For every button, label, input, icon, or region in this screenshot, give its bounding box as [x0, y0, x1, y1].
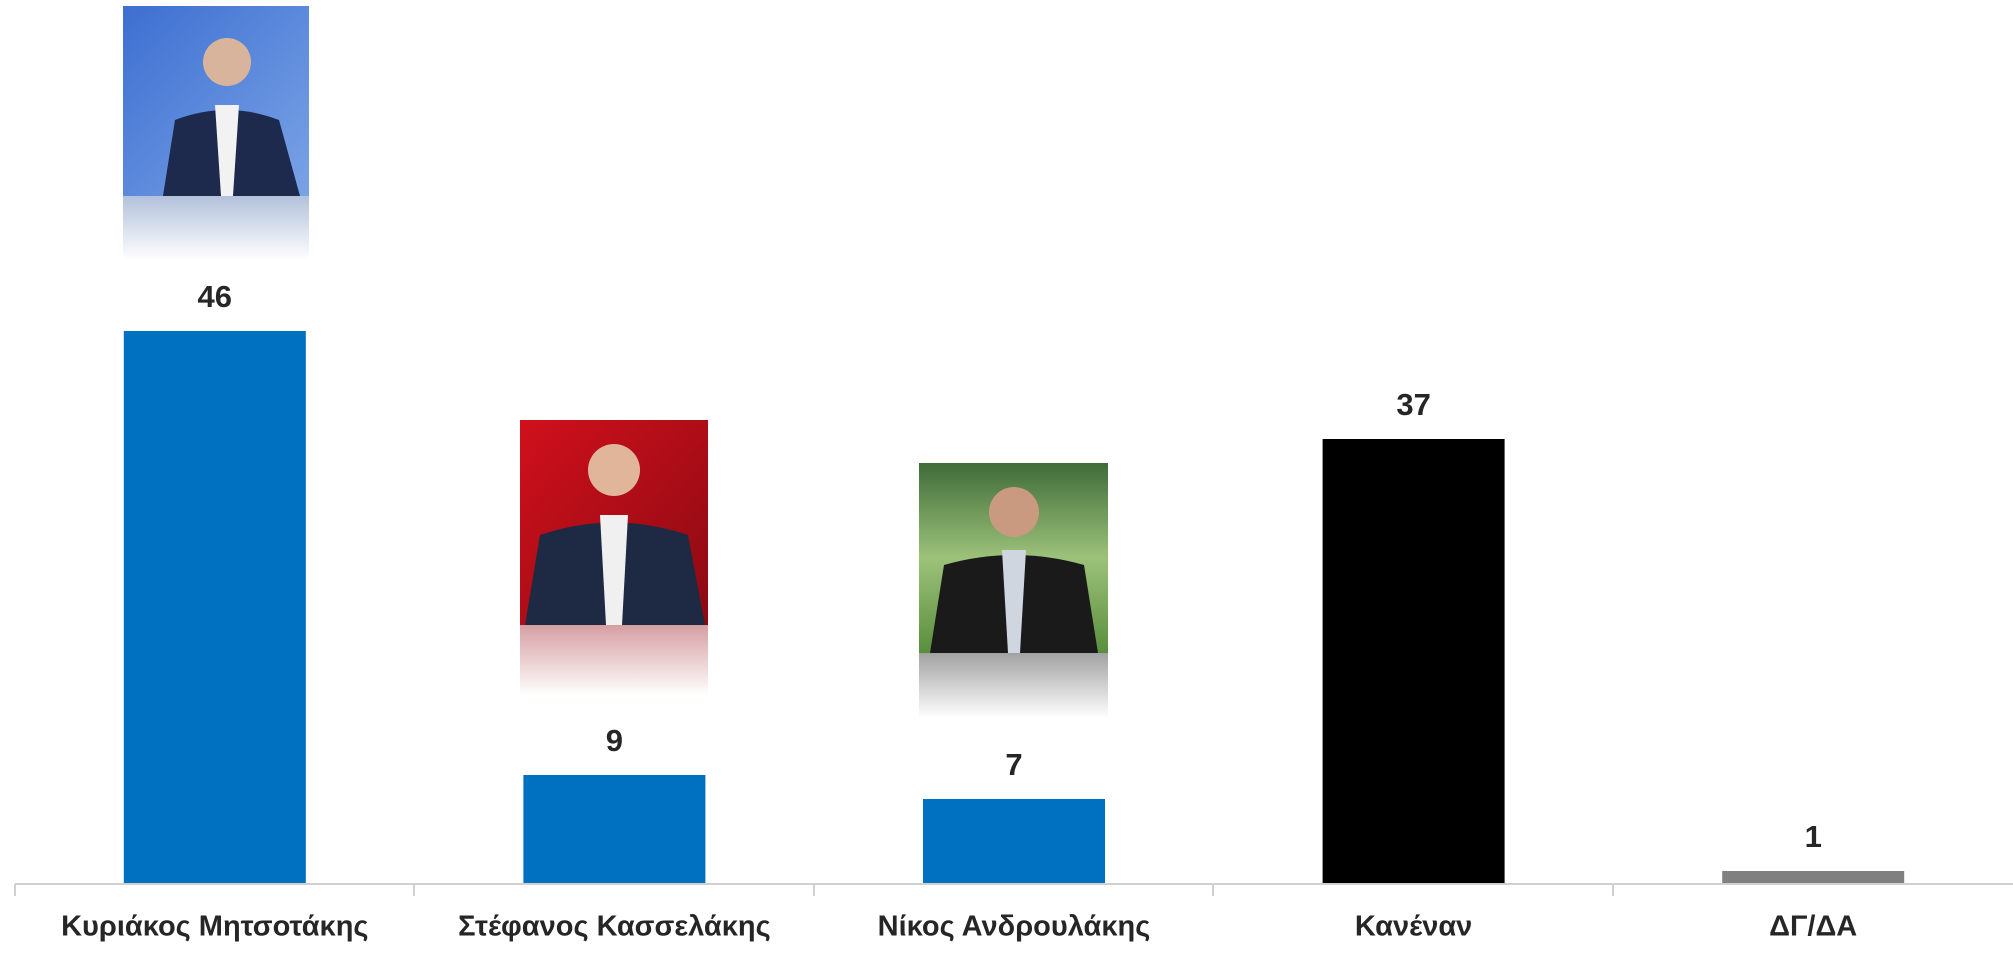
photo	[123, 6, 309, 260]
x-tick-label: Στέφανος Κασσελάκης	[458, 911, 771, 943]
x-tick-label: Κανέναν	[1355, 911, 1472, 943]
chart: Κυριάκος Μητσοτάκης 46 Στέφανος Κασσελάκης…	[0, 0, 2013, 953]
photo	[520, 420, 708, 695]
photo	[919, 463, 1108, 718]
category-separators	[15, 884, 1613, 896]
bar	[124, 331, 306, 883]
value-label: 1	[1805, 819, 1822, 854]
bar	[523, 775, 705, 883]
value-label: 9	[606, 723, 623, 758]
x-tick-label: Νίκος Ανδρουλάκης	[878, 911, 1151, 943]
value-label: 37	[1396, 387, 1430, 422]
x-tick-label: Κυριάκος Μητσοτάκης	[61, 911, 368, 943]
value-label: 46	[198, 279, 232, 314]
bar	[923, 799, 1105, 883]
value-label: 7	[1005, 747, 1022, 782]
bar	[1323, 439, 1505, 883]
x-tick-label: ΔΓ/ΔΑ	[1769, 911, 1857, 943]
bar	[1722, 871, 1904, 883]
